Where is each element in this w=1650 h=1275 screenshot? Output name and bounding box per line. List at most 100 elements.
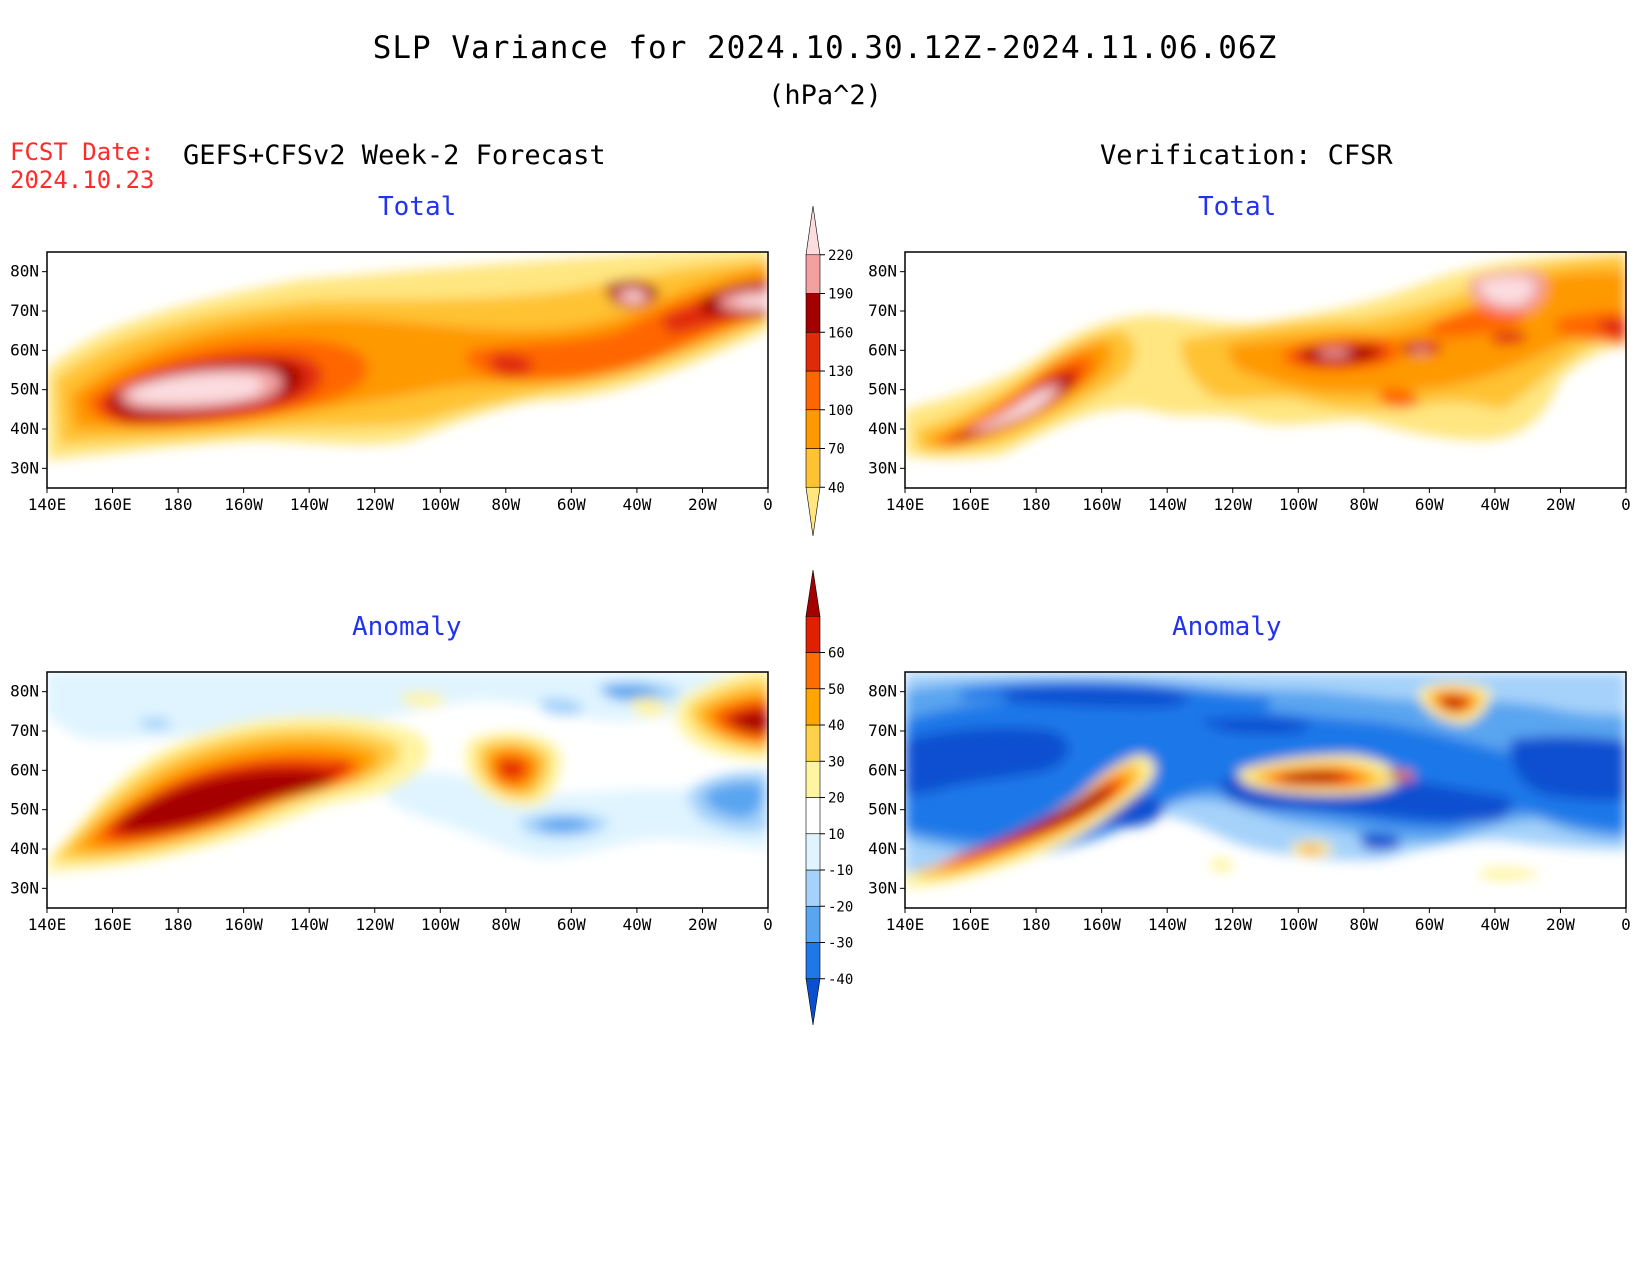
colorbar-tick-label: 70 — [828, 442, 845, 458]
lon-tick-label: 60W — [1415, 915, 1444, 934]
lat-tick-label: 40N — [868, 419, 897, 438]
lon-tick-label: 80W — [1349, 495, 1378, 514]
colorbar-swatch — [805, 833, 821, 871]
colorbar-swatch — [805, 615, 821, 653]
colorbar-swatch — [805, 724, 821, 762]
lat-tick-label: 30N — [10, 458, 39, 477]
fcst-date-value: 2024.10.23 — [10, 166, 155, 194]
lon-tick-label: 40W — [1480, 915, 1509, 934]
lon-tick-label: 120W — [355, 495, 394, 514]
lon-tick-label: 180 — [164, 495, 193, 514]
panel-title-verif-total: Total — [1198, 192, 1277, 222]
lon-tick-label: 120W — [355, 915, 394, 934]
main-title: SLP Variance for 2024.10.30.12Z-2024.11.… — [372, 30, 1278, 66]
lat-tick-label: 40N — [10, 419, 39, 438]
colorbar-tick-label: 40 — [828, 480, 845, 496]
lon-tick-label: 140E — [28, 495, 67, 514]
lat-tick-label: 40N — [868, 839, 897, 858]
lon-tick-label: 20W — [688, 495, 717, 514]
lon-tick-label: 40W — [1480, 495, 1509, 514]
lon-tick-label: 100W — [421, 915, 460, 934]
forecast-anomaly-map — [46, 671, 769, 909]
lon-tick-label: 60W — [1415, 495, 1444, 514]
lon-tick-label: 160W — [224, 495, 263, 514]
lon-tick-label: 140W — [1148, 495, 1187, 514]
lat-tick-label: 80N — [868, 682, 897, 701]
lon-tick-label: 100W — [1279, 915, 1318, 934]
lat-tick-label: 40N — [10, 839, 39, 858]
lon-tick-label: 140E — [886, 915, 925, 934]
colorbar-tick-label: 10 — [828, 827, 845, 843]
lon-tick-label: 100W — [1279, 495, 1318, 514]
colorbar-tick-label: 40 — [828, 718, 845, 734]
colorbar-tick-label: -10 — [828, 863, 853, 879]
verification-anomaly-map — [904, 671, 1627, 909]
lon-tick-label: 80W — [491, 915, 520, 934]
colorbar-tick-label: 30 — [828, 754, 845, 770]
colorbar-swatch — [805, 370, 821, 411]
lon-tick-label: 160W — [1082, 495, 1121, 514]
colorbar-swatch — [805, 448, 821, 488]
colorbar-swatch — [805, 978, 821, 1026]
lon-tick-label: 160W — [224, 915, 263, 934]
lat-tick-label: 60N — [868, 340, 897, 359]
lon-tick-label: 40W — [622, 495, 651, 514]
colorbar-tick-label: -30 — [828, 936, 853, 952]
colorbar-swatch — [805, 205, 821, 256]
lat-tick-label: 60N — [10, 340, 39, 359]
lon-tick-label: 140W — [1148, 915, 1187, 934]
lon-tick-label: 140W — [290, 915, 329, 934]
colorbar-tick-label: -20 — [828, 899, 853, 915]
lat-tick-label: 70N — [868, 721, 897, 740]
lon-tick-label: 160E — [951, 915, 990, 934]
colorbar-tick-label: 20 — [828, 791, 845, 807]
lon-tick-label: 180 — [1022, 915, 1051, 934]
lon-tick-label: 100W — [421, 495, 460, 514]
lon-tick-label: 60W — [557, 915, 586, 934]
lon-tick-label: 0 — [1621, 915, 1631, 934]
lon-tick-label: 0 — [763, 495, 773, 514]
lon-tick-label: 160E — [951, 495, 990, 514]
colorbar-swatch — [805, 688, 821, 726]
axes-layer: 80N 70N 60N 50N 40N 30N 140E 160E 180 160W 140W 120… — [10, 262, 1631, 934]
colorbar-tick-label: 60 — [828, 646, 845, 662]
lon-tick-label: 140E — [886, 495, 925, 514]
colorbar-swatch — [805, 760, 821, 798]
colorbar-tick-label: 220 — [828, 248, 853, 264]
colorbar-swatch — [805, 254, 821, 294]
lat-tick-label: 50N — [868, 380, 897, 399]
lon-tick-label: 80W — [491, 495, 520, 514]
lat-tick-label: 70N — [10, 301, 39, 320]
lon-tick-label: 60W — [557, 495, 586, 514]
lon-tick-label: 140E — [28, 915, 67, 934]
colorbar-tick-label: 130 — [828, 364, 853, 380]
colorbar-tick-label: 100 — [828, 403, 853, 419]
lat-tick-label: 80N — [868, 262, 897, 281]
colorbar-swatch — [805, 486, 821, 537]
colorbar-swatch — [805, 797, 821, 835]
units-label: (hPa^2) — [768, 80, 882, 111]
colorbar-swatch — [805, 409, 821, 449]
colorbar-tick-label: 50 — [828, 682, 845, 698]
colorbar-total: 40 70 100 130 160 190 220 — [805, 205, 853, 537]
lat-tick-label: 70N — [10, 721, 39, 740]
lon-tick-label: 20W — [1546, 495, 1575, 514]
lon-tick-label: 0 — [763, 915, 773, 934]
colorbar-swatch — [805, 652, 821, 690]
lon-tick-label: 20W — [688, 915, 717, 934]
colorbar-swatch — [805, 293, 821, 333]
lat-tick-label: 80N — [10, 682, 39, 701]
lon-tick-label: 180 — [164, 915, 193, 934]
lat-tick-label: 60N — [10, 760, 39, 779]
verification-total-map — [904, 251, 1627, 489]
lat-tick-label: 50N — [868, 800, 897, 819]
panel-title-verif-anomaly: Anomaly — [1172, 612, 1282, 642]
colorbar-swatch — [805, 869, 821, 907]
forecast-total-map — [46, 251, 769, 489]
lon-tick-label: 80W — [1349, 915, 1378, 934]
colorbar-anomaly: -40 -30 -20 -10 10 20 30 40 50 60 — [805, 569, 853, 1026]
colorbar-swatch — [805, 942, 821, 980]
lon-tick-label: 0 — [1621, 495, 1631, 514]
lon-tick-label: 40W — [622, 915, 651, 934]
lat-tick-label: 60N — [868, 760, 897, 779]
